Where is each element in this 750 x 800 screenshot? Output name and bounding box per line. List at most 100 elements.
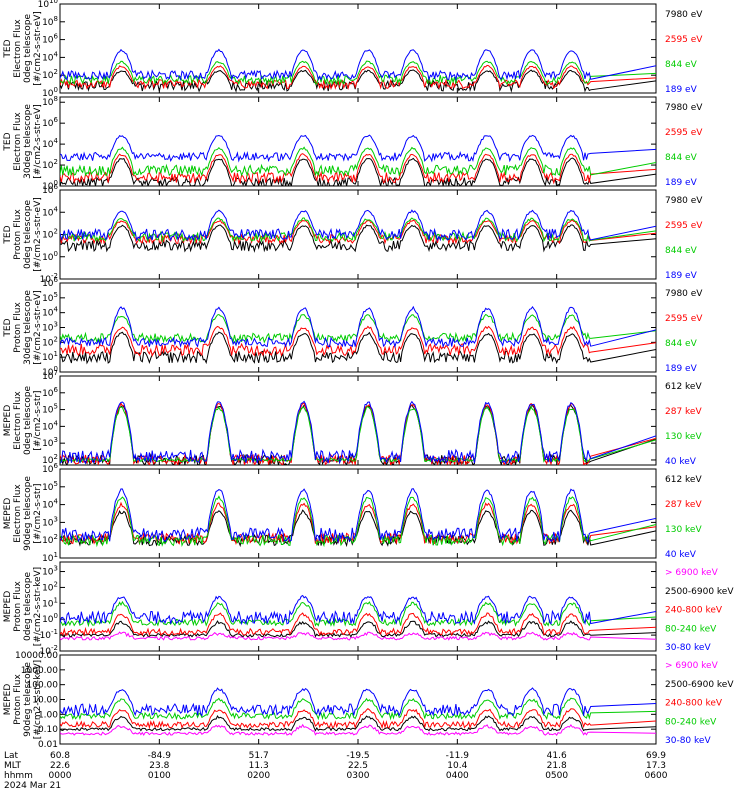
legend-entry: 2595 eV [665, 221, 703, 231]
legend-entry: 2500-6900 keV [665, 587, 734, 597]
y-axis-label-line: [#/cm2-s-str-keV] [33, 567, 43, 646]
series-line [60, 400, 656, 465]
x-tick-label: 17.3 [646, 761, 666, 771]
y-axis-label-line: Proton Flux [13, 581, 23, 632]
y-axis-label-line: Proton Flux [13, 674, 23, 725]
legend-entry: 240-800 keV [665, 699, 723, 709]
series-line [60, 331, 656, 365]
legend-entry: 2500-6900 keV [665, 680, 734, 690]
y-tick-label: 107 [42, 369, 58, 382]
y-tick-label: 105 [42, 291, 58, 304]
y-axis-label-line: [#/cm2-s-str-eV] [33, 197, 43, 272]
y-axis-label-line: Electron Flux [13, 391, 23, 450]
x-tick-label: 0300 [347, 771, 370, 781]
y-axis-label-line: TED [3, 225, 13, 244]
y-tick-label: 106 [42, 116, 58, 129]
y-tick-label: 103 [42, 515, 58, 528]
y-tick-label: 0.10 [38, 725, 58, 735]
y-axis-label-line: MEPED [3, 591, 13, 623]
date-label: 2024 Mar 21 [4, 781, 61, 791]
y-tick-label: 108 [42, 15, 58, 28]
y-axis-label-line: Electron Flux [13, 484, 23, 543]
legend-entry: 189 eV [665, 271, 698, 281]
y-tick-label: 104 [42, 137, 58, 150]
y-axis-label-line: MEPED [3, 684, 13, 716]
legend-entry: 40 keV [665, 550, 697, 560]
series-line [60, 305, 656, 349]
series-line [60, 723, 656, 736]
y-axis-label-line: TED [3, 318, 13, 337]
y-tick-label: 105 [42, 480, 58, 493]
legend-entry: 287 keV [665, 500, 702, 510]
y-tick-label: 100 [42, 86, 58, 99]
x-tick-label: -19.5 [346, 751, 369, 761]
x-tick-label: 21.8 [547, 761, 567, 771]
series-line [60, 209, 656, 242]
x-row-label: hhmm [4, 771, 33, 781]
legend-entry: 612 keV [665, 475, 702, 485]
panel-5: 102 103 104 105 106 107 MEPED Electron Flux 0deg… [3, 369, 702, 467]
y-axis-label-line: 30deg telescope [23, 104, 33, 179]
series-line [60, 134, 656, 163]
y-axis-label-line: 0deg telescope [23, 572, 33, 642]
legend-entry: 80-240 keV [665, 717, 717, 727]
y-tick-label: 104 [42, 50, 58, 63]
series-line [60, 488, 656, 544]
y-tick-label: 102 [42, 533, 58, 546]
panel-frame [59, 375, 657, 466]
y-axis-label-line: 0deg telescope [23, 14, 33, 84]
x-tick-label: 10.4 [447, 761, 467, 771]
y-tick-label: 10000.00 [15, 651, 58, 661]
y-axis-label-line: 90deg telescope [23, 476, 33, 551]
y-tick-label: 105 [42, 403, 58, 416]
x-tick-label: 22.6 [50, 761, 70, 771]
y-tick-label: 0.01 [38, 740, 58, 750]
y-tick-label: 106 [42, 276, 58, 289]
y-tick-label: 10-2 [40, 272, 58, 285]
series-line [60, 146, 656, 177]
y-tick-label: 10-1 [40, 628, 58, 641]
y-axis-label-line: [#/cm2-s-str-keV] [33, 660, 43, 739]
panel-2: 100 102 104 106 108 TED Electron Flux 30deg tel… [3, 95, 703, 192]
x-tick-label: 60.8 [50, 751, 70, 761]
legend-entry: 844 eV [665, 339, 698, 349]
y-tick-label: 101 [42, 350, 58, 363]
y-tick-label: 1000.00 [21, 666, 58, 676]
legend-entry: 189 eV [665, 178, 698, 188]
y-tick-label: 104 [42, 498, 58, 511]
series-line [60, 153, 656, 185]
y-axis-label-line: Electron Flux [13, 112, 23, 171]
panel-frame [59, 282, 657, 373]
y-axis-label-line: 0deg telescope [23, 200, 33, 270]
x-tick-label: -11.9 [446, 751, 470, 761]
series-line [60, 594, 656, 626]
legend-entry: 7980 eV [665, 196, 703, 206]
y-tick-label: 108 [42, 95, 58, 108]
series-line [60, 224, 656, 253]
series-line [60, 48, 656, 82]
y-axis-label-line: 0deg telescope [23, 386, 33, 456]
y-tick-label: 100 [42, 179, 58, 192]
y-tick-label: 102 [42, 335, 58, 348]
y-axis-label-line: Electron Flux [13, 19, 23, 78]
y-tick-label: 102 [42, 453, 58, 466]
legend-entry: 287 keV [665, 407, 702, 417]
x-row-label: Lat [4, 751, 19, 761]
legend-entry: 240-800 keV [665, 606, 723, 616]
series-line [60, 402, 656, 465]
legend-entry: 2595 eV [665, 128, 703, 138]
series-line [60, 157, 656, 186]
y-tick-label: 100 [42, 365, 58, 378]
y-tick-label: 1.00 [38, 710, 58, 720]
x-tick-label: 41.6 [547, 751, 567, 761]
x-row-label: MLT [4, 761, 22, 771]
x-tick-label: 0400 [446, 771, 469, 781]
y-tick-label: 10-2 [40, 644, 58, 657]
y-tick-label: 106 [42, 33, 58, 46]
y-tick-label: 106 [42, 386, 58, 399]
y-tick-label: 102 [42, 228, 58, 241]
y-tick-label: 104 [42, 419, 58, 432]
y-axis-label-line: Proton Flux [13, 302, 23, 353]
